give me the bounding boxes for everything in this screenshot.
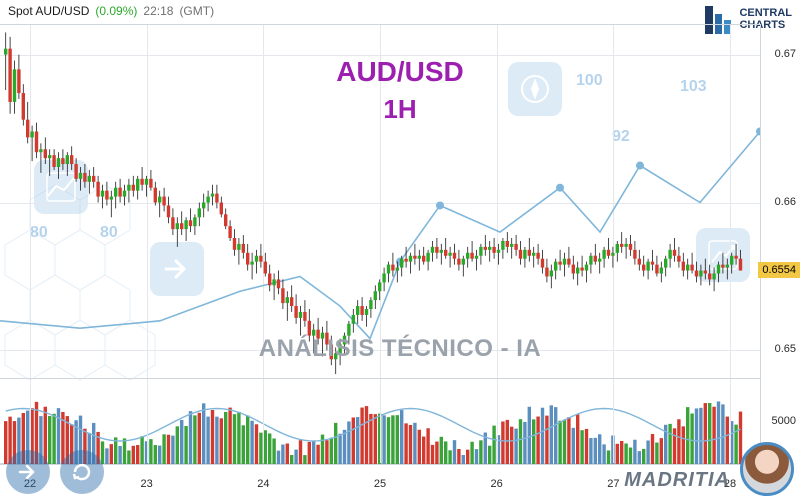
pct-change: (0.09%) (95, 4, 137, 18)
chart-header: Spot AUD/USD (0.09%) 22:18 (GMT) (8, 4, 214, 18)
chart-title-pair: AUD/USD (336, 56, 464, 88)
volume-chart[interactable] (0, 379, 760, 464)
timezone: (GMT) (179, 4, 214, 18)
xtick: 27 (607, 478, 619, 490)
xtick: 24 (257, 478, 269, 490)
ytick: 0.67 (775, 48, 796, 60)
avatar-icon[interactable] (740, 442, 794, 496)
instrument-label: Spot AUD/USD (8, 4, 89, 18)
xtick: 25 (374, 478, 386, 490)
chart-subtitle: ANÁLISIS TÉCNICO - IA (259, 335, 542, 363)
ytick: 0.65 (775, 343, 796, 355)
circle-arrow-icon (6, 450, 50, 494)
wm-bottom-circles (6, 450, 104, 494)
xtick: 23 (141, 478, 153, 490)
chart-title-tf: 1H (383, 94, 416, 125)
price-yaxis: 0.67 0.66 0.65 0.6554 (760, 24, 800, 379)
branding-name: MADRITIA (624, 469, 730, 492)
circle-refresh-icon (60, 450, 104, 494)
ytick: 0.66 (775, 196, 796, 208)
timestamp: 22:18 (143, 4, 173, 18)
vol-tick: 5000 (772, 415, 796, 427)
current-price-tag: 0.6554 (758, 262, 800, 278)
xtick: 26 (491, 478, 503, 490)
